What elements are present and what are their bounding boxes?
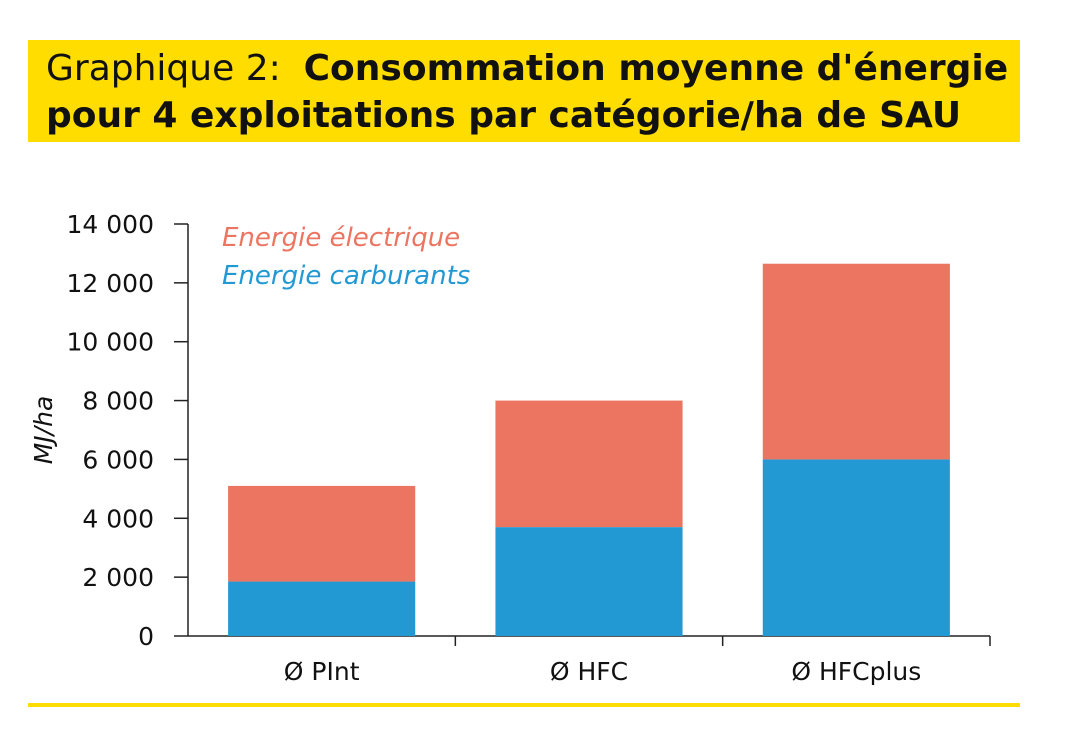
bar-fuel: [762, 459, 950, 636]
title-band: Graphique 2: Consommation moyenne d'éner…: [28, 40, 1020, 142]
y-tick-label: 12 000: [67, 269, 154, 298]
legend-fuel: Energie carburants: [222, 261, 470, 291]
x-tick-label: Ø HFCplus: [791, 657, 921, 686]
title-prefix: Graphique 2:: [46, 48, 281, 89]
y-tick-label: 4 000: [82, 504, 154, 533]
y-tick-label: 14 000: [67, 210, 154, 239]
y-tick-label: 10 000: [67, 328, 154, 357]
x-tick-label: Ø PInt: [284, 657, 360, 686]
bar-electric: [762, 263, 950, 460]
x-tick-label: Ø HFC: [550, 657, 628, 686]
title-main-1: Consommation moyenne d'énergie: [303, 48, 1009, 89]
y-axis-label: MJ/ha: [29, 396, 58, 465]
bar-electric: [495, 400, 683, 528]
y-tick-label: 8 000: [82, 387, 154, 416]
y-tick-label: 6 000: [82, 445, 154, 474]
y-tick-label: 2 000: [82, 563, 154, 592]
chart-title-line-2: pour 4 exploitations par catégorie/ha de…: [46, 95, 962, 136]
bar-fuel: [228, 581, 416, 636]
y-tick-label: 0: [138, 622, 154, 651]
bottom-rule: [28, 703, 1020, 707]
bar-fuel: [495, 527, 683, 636]
bar-electric: [228, 485, 416, 582]
chart-title-line-1: Graphique 2: Consommation moyenne d'éner…: [46, 48, 1008, 89]
legend-electric: Energie électrique: [222, 223, 460, 253]
